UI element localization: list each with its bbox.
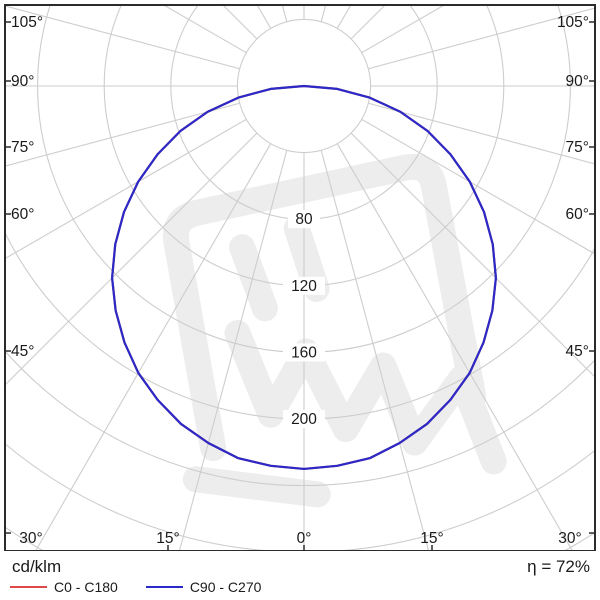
legend: C0 - C180 C90 - C270 xyxy=(10,579,289,595)
svg-text:60°: 60° xyxy=(11,206,34,223)
svg-text:120: 120 xyxy=(291,278,317,295)
efficiency-label: η = 72% xyxy=(527,557,590,576)
legend-line-blue xyxy=(145,586,183,588)
frame-ticks xyxy=(5,21,595,551)
svg-text:45°: 45° xyxy=(566,343,589,360)
watermark-logo xyxy=(162,153,507,508)
angle-axis-labels: 105° 105° 90° 90° 75° 75° 60° 60° 45° 45° 30° 15° 0°… xyxy=(11,14,589,547)
svg-text:200: 200 xyxy=(291,411,317,428)
legend-item-c0-c180: C0 - C180 xyxy=(10,579,118,595)
svg-text:45°: 45° xyxy=(11,343,34,360)
legend-line-red xyxy=(10,586,47,588)
svg-text:105°: 105° xyxy=(557,14,589,31)
svg-text:15°: 15° xyxy=(420,530,443,547)
svg-text:75°: 75° xyxy=(566,139,589,156)
svg-text:160: 160 xyxy=(291,344,317,361)
curve-C90-C270 xyxy=(110,84,498,471)
legend-label-c0-c180: C0 - C180 xyxy=(54,579,118,595)
diagram-footer: cd/klm η = 72% C0 - C180 C90 - C270 xyxy=(0,551,600,600)
radial-axis-labels: 80 120 160 200 xyxy=(283,210,325,428)
svg-text:30°: 30° xyxy=(19,530,42,547)
svg-text:105°: 105° xyxy=(11,14,43,31)
svg-text:90°: 90° xyxy=(11,73,34,90)
svg-text:60°: 60° xyxy=(566,206,589,223)
svg-text:30°: 30° xyxy=(558,530,581,547)
unit-label: cd/klm xyxy=(12,557,62,576)
legend-item-c90-c270: C90 - C270 xyxy=(145,579,262,595)
svg-text:0°: 0° xyxy=(297,530,312,547)
svg-text:80: 80 xyxy=(295,211,313,228)
svg-text:90°: 90° xyxy=(566,73,589,90)
legend-label-c90-c270: C90 - C270 xyxy=(189,579,262,595)
svg-text:15°: 15° xyxy=(156,530,179,547)
svg-text:75°: 75° xyxy=(11,139,34,156)
